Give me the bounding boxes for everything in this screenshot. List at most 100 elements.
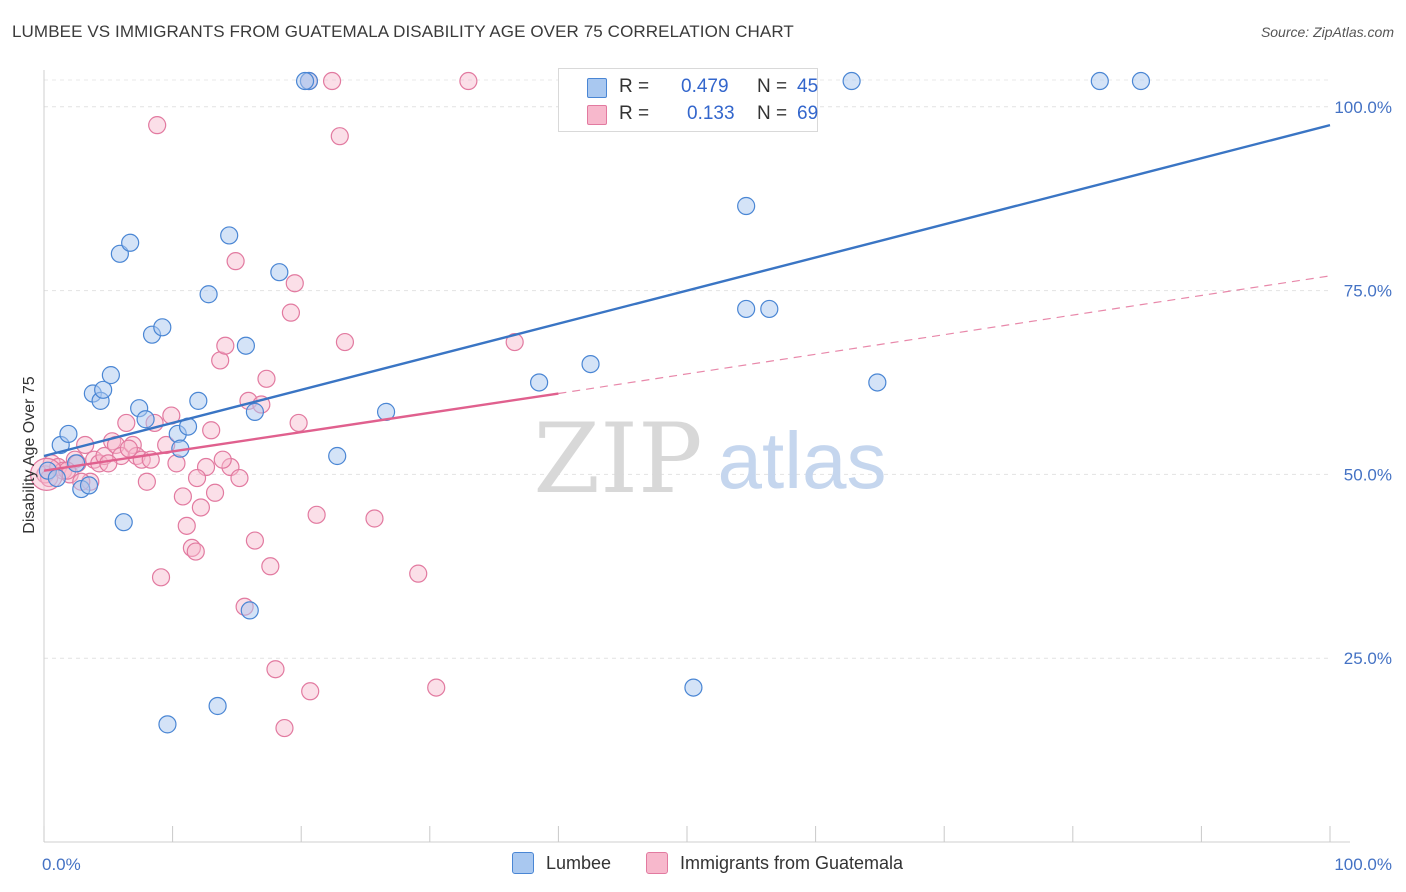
watermark: ZIP atlas (533, 403, 886, 515)
guatemala-point-51 (307, 505, 326, 524)
guatemala-point-26 (173, 487, 192, 506)
lumbee-point-3 (59, 424, 78, 444)
x-tick-label-0: 0.0% (42, 855, 81, 874)
guatemala-point-50 (301, 682, 320, 701)
trend-lines (43, 123, 1331, 472)
bottom-legend-guatemala: Immigrants from Guatemala (646, 852, 903, 874)
watermark-zip: ZIP (533, 403, 702, 515)
lumbee-point-9 (94, 380, 113, 399)
guatemala-trend-line-solid (43, 392, 559, 472)
legend-swatch-lumbee (587, 78, 607, 98)
guatemala-point-45 (266, 660, 285, 679)
legend-n-value: 45 (797, 76, 819, 97)
guatemala-point-64 (119, 439, 138, 458)
chart-title: LUMBEE VS IMMIGRANTS FROM GUATEMALA DISA… (12, 22, 794, 41)
watermark-atlas: atlas (718, 416, 887, 505)
guatemala-point-52 (322, 71, 342, 91)
guatemala-point-19 (137, 472, 156, 491)
lumbee-point-41 (1090, 71, 1109, 91)
lumbee-point-31 (328, 446, 347, 466)
guatemala-point-22 (151, 568, 171, 587)
guatemala-point-48 (285, 274, 304, 293)
lumbee-point-27 (245, 402, 265, 421)
guatemala-point-32 (202, 421, 221, 440)
legend-n-value: 69 (797, 103, 819, 124)
bottom-legend-lumbee: Lumbee (512, 852, 611, 874)
guatemala-point-27 (177, 516, 196, 535)
lumbee-point-26 (236, 336, 256, 355)
guatemala-point-21 (148, 116, 167, 135)
lumbee-point-13 (121, 233, 140, 252)
guatemala-point-46 (275, 718, 294, 738)
gridlines (44, 79, 1330, 659)
y-tick-label-3: 100.0% (1334, 98, 1392, 117)
guatemala-point-49 (289, 413, 308, 433)
lumbee-point-4 (67, 454, 86, 473)
guatemala-point-37 (226, 252, 245, 271)
lumbee-point-28 (240, 601, 259, 620)
x-tick-label-1: 100.0% (1334, 855, 1392, 874)
legend-n-label: N = (757, 103, 788, 124)
lumbee-point-42 (1131, 71, 1151, 91)
y-tick-label-2: 75.0% (1344, 282, 1392, 301)
lumbee-point-40 (868, 373, 887, 392)
legend-swatch-guatemala (587, 105, 607, 125)
guatemala-point-47 (281, 303, 301, 322)
legend: R = 0.479 N = 45 R = 0.133 N = 69 (558, 68, 818, 132)
legend-r-label: R = (619, 103, 650, 124)
lumbee-point-24 (208, 696, 227, 716)
lumbee-point-12 (114, 513, 133, 532)
lumbee-point-37 (737, 299, 756, 319)
legend-r-label: R = (619, 76, 650, 97)
lumbee-point-25 (220, 226, 239, 245)
guatemala-point-35 (216, 336, 235, 355)
guatemala-point-55 (365, 509, 384, 528)
legend-r-value: 0.479 (681, 76, 729, 97)
guatemala-point-29 (186, 542, 205, 561)
y-tick-label-1: 50.0% (1344, 465, 1392, 484)
guatemala-point-53 (330, 127, 349, 146)
lumbee-point-33 (530, 373, 549, 392)
y-axis-label: Disability Age Over 75 (21, 376, 38, 534)
lumbee-trend-line (43, 123, 1331, 458)
bottom-legend-swatch-lumbee (512, 852, 534, 874)
bottom-legend-label-guatemala: Immigrants from Guatemala (680, 852, 904, 873)
lumbee-point-18 (158, 715, 177, 734)
guatemala-point-54 (335, 332, 355, 352)
guatemala-point-66 (187, 468, 207, 488)
bottom-legend: Lumbee Immigrants from Guatemala (0, 852, 1406, 878)
lumbee-point-36 (737, 196, 756, 216)
guatemala-point-30 (191, 498, 210, 517)
y-tick-label-0: 25.0% (1344, 649, 1392, 668)
lumbee-point-6 (79, 476, 99, 495)
guatemala-point-57 (427, 678, 446, 697)
source-label: Source: ZipAtlas.com (1260, 24, 1394, 40)
lumbee-point-43 (295, 71, 315, 91)
y-tick-labels: 25.0% 50.0% 75.0% 100.0% (1334, 98, 1392, 668)
lumbee-point-44 (684, 678, 703, 697)
guatemala-trend-line-dashed (558, 275, 1331, 395)
legend-r-value: 0.133 (687, 103, 735, 124)
guatemala-point-56 (409, 564, 428, 583)
guatemala-point-38 (230, 468, 249, 488)
lumbee-point-35 (581, 354, 600, 374)
guatemala-point-15 (117, 413, 136, 433)
lumbee-point-39 (842, 71, 861, 91)
lumbee-point-17 (153, 318, 172, 337)
lumbee-point-1 (47, 468, 66, 488)
guatemala-point-59 (505, 332, 524, 352)
guatemala-point-58 (459, 71, 478, 91)
legend-n-label: N = (757, 76, 788, 97)
lumbee-point-29 (270, 263, 289, 282)
lumbee-point-38 (760, 299, 779, 319)
bottom-legend-swatch-guatemala (646, 852, 668, 874)
lumbee-point-10 (101, 366, 120, 385)
lumbee-point-23 (199, 285, 218, 304)
guatemala-point-33 (205, 483, 225, 502)
bottom-legend-label-lumbee: Lumbee (546, 852, 612, 873)
guatemala-point-67 (213, 450, 232, 469)
guatemala-point-43 (257, 369, 276, 388)
guatemala-point-63 (99, 454, 118, 473)
guatemala-point-44 (261, 557, 280, 576)
